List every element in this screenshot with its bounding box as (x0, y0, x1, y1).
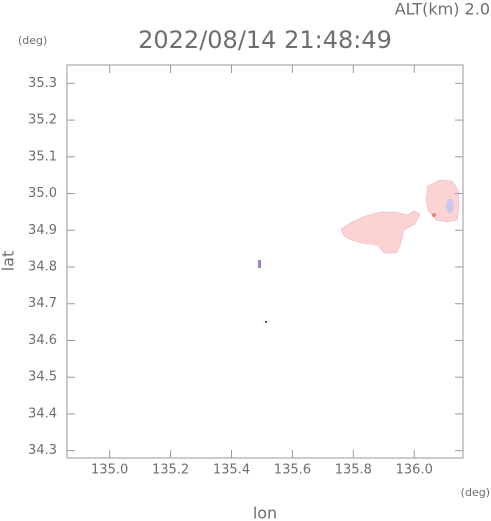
echo (340, 210, 421, 254)
echo (446, 199, 454, 213)
y-tick-label: 35.2 (28, 113, 57, 128)
echo (265, 321, 267, 323)
x-tick-label: 136.0 (396, 463, 433, 478)
echo (425, 179, 460, 223)
x-tick-label: 135.4 (213, 463, 250, 478)
y-tick-label: 34.7 (28, 296, 57, 311)
x-axis-label: lon (253, 504, 277, 521)
y-unit: (deg) (18, 34, 47, 47)
y-tick-label: 35.0 (28, 186, 57, 201)
altitude-label: ALT(km) 2.0 (395, 0, 490, 19)
y-tick-label: 34.4 (28, 406, 57, 421)
y-axis-label: lat (0, 251, 18, 272)
chart-title: 2022/08/14 21:48:49 (138, 26, 392, 54)
x-tick-label: 135.8 (335, 463, 372, 478)
x-tick-label: 135.2 (152, 463, 189, 478)
echo (258, 260, 261, 268)
y-tick-label: 34.6 (28, 333, 57, 348)
x-unit: (deg) (461, 486, 490, 499)
x-tick-label: 135.0 (91, 463, 128, 478)
y-tick-label: 34.8 (28, 260, 57, 275)
plot-frame (66, 64, 464, 459)
echo (432, 213, 436, 217)
y-tick-label: 34.5 (28, 370, 57, 385)
x-tick-label: 135.6 (274, 463, 311, 478)
y-tick-label: 34.3 (28, 443, 57, 458)
y-tick-label: 35.1 (28, 149, 57, 164)
y-tick-label: 34.9 (28, 223, 57, 238)
y-tick-label: 35.3 (28, 76, 57, 91)
echoes (258, 179, 460, 323)
